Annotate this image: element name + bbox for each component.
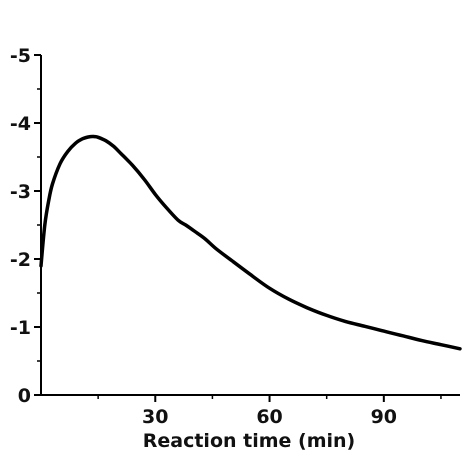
- axes: 0 -1 -2 -3 -4 -5 30 60 90: [10, 45, 460, 428]
- x-axis-title: Reaction time (min): [143, 430, 356, 452]
- y-tick-label: -3: [10, 181, 31, 203]
- data-series-line: [39, 134, 462, 351]
- y-tick-label: 0: [18, 385, 31, 407]
- plot-area: [39, 134, 462, 351]
- x-tick-label: 30: [142, 406, 168, 428]
- y-tick-label: -1: [10, 317, 31, 339]
- x-tick-label: 90: [371, 406, 397, 428]
- y-tick-label: -5: [10, 45, 31, 67]
- y-tick-label: -2: [10, 249, 31, 271]
- y-tick-label: -4: [10, 113, 31, 135]
- x-tick-label: 60: [256, 406, 282, 428]
